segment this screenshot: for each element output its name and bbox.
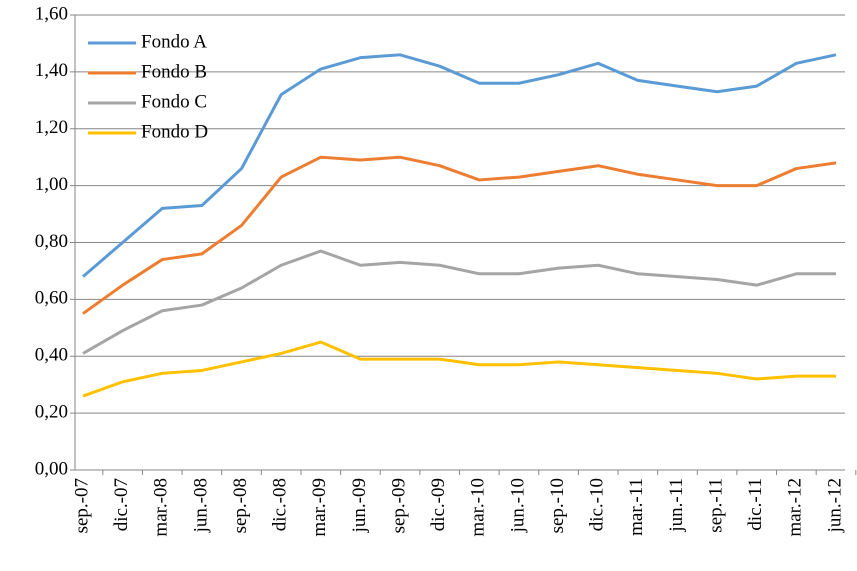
- y-tick-label: 1,00: [35, 174, 68, 195]
- series-line: [82, 340, 836, 398]
- x-tick-label: dic.-07: [111, 478, 132, 531]
- series-line: [82, 249, 836, 355]
- x-tick-label: dic.-08: [270, 478, 291, 531]
- series-line: [82, 155, 837, 315]
- y-tick-label: 1,60: [35, 3, 68, 24]
- x-tick-label: jun.-11: [666, 478, 687, 533]
- y-tick-label: 0,40: [35, 345, 68, 366]
- x-tick-label: sep.-08: [230, 478, 251, 533]
- y-tick-label: 0,00: [35, 458, 68, 479]
- x-tick-label: sep.-07: [71, 478, 92, 533]
- x-tick-label: jun.-08: [190, 478, 211, 533]
- legend-label: Fondo C: [141, 91, 207, 112]
- x-tick-label: jun.-09: [349, 478, 370, 533]
- y-tick-label: 0,20: [35, 401, 68, 422]
- y-tick-label: 1,20: [35, 117, 68, 138]
- series-line: [82, 53, 837, 278]
- legend-label: Fondo B: [141, 61, 207, 82]
- x-tick-label: mar.-11: [626, 478, 647, 536]
- x-tick-label: mar.-10: [468, 478, 489, 537]
- y-tick-label: 0,80: [35, 231, 68, 252]
- x-tick-label: sep.-11: [705, 478, 726, 533]
- x-tick-label: mar.-09: [309, 478, 330, 537]
- x-tick-label: jun.-12: [824, 478, 845, 533]
- legend-label: Fondo A: [141, 31, 207, 52]
- x-tick-label: jun.-10: [507, 478, 528, 533]
- x-tick-label: sep.-09: [388, 478, 409, 533]
- legend-label: Fondo D: [141, 121, 208, 142]
- x-tick-label: sep.-10: [547, 478, 568, 533]
- x-tick-label: mar.-08: [151, 478, 172, 537]
- x-tick-label: dic.-10: [587, 478, 608, 531]
- x-tick-label: dic.-09: [428, 478, 449, 531]
- x-tick-label: dic.-11: [745, 478, 766, 531]
- y-tick-label: 1,40: [35, 60, 68, 81]
- y-tick-label: 0,60: [35, 288, 68, 309]
- x-tick-label: mar.-12: [785, 478, 806, 537]
